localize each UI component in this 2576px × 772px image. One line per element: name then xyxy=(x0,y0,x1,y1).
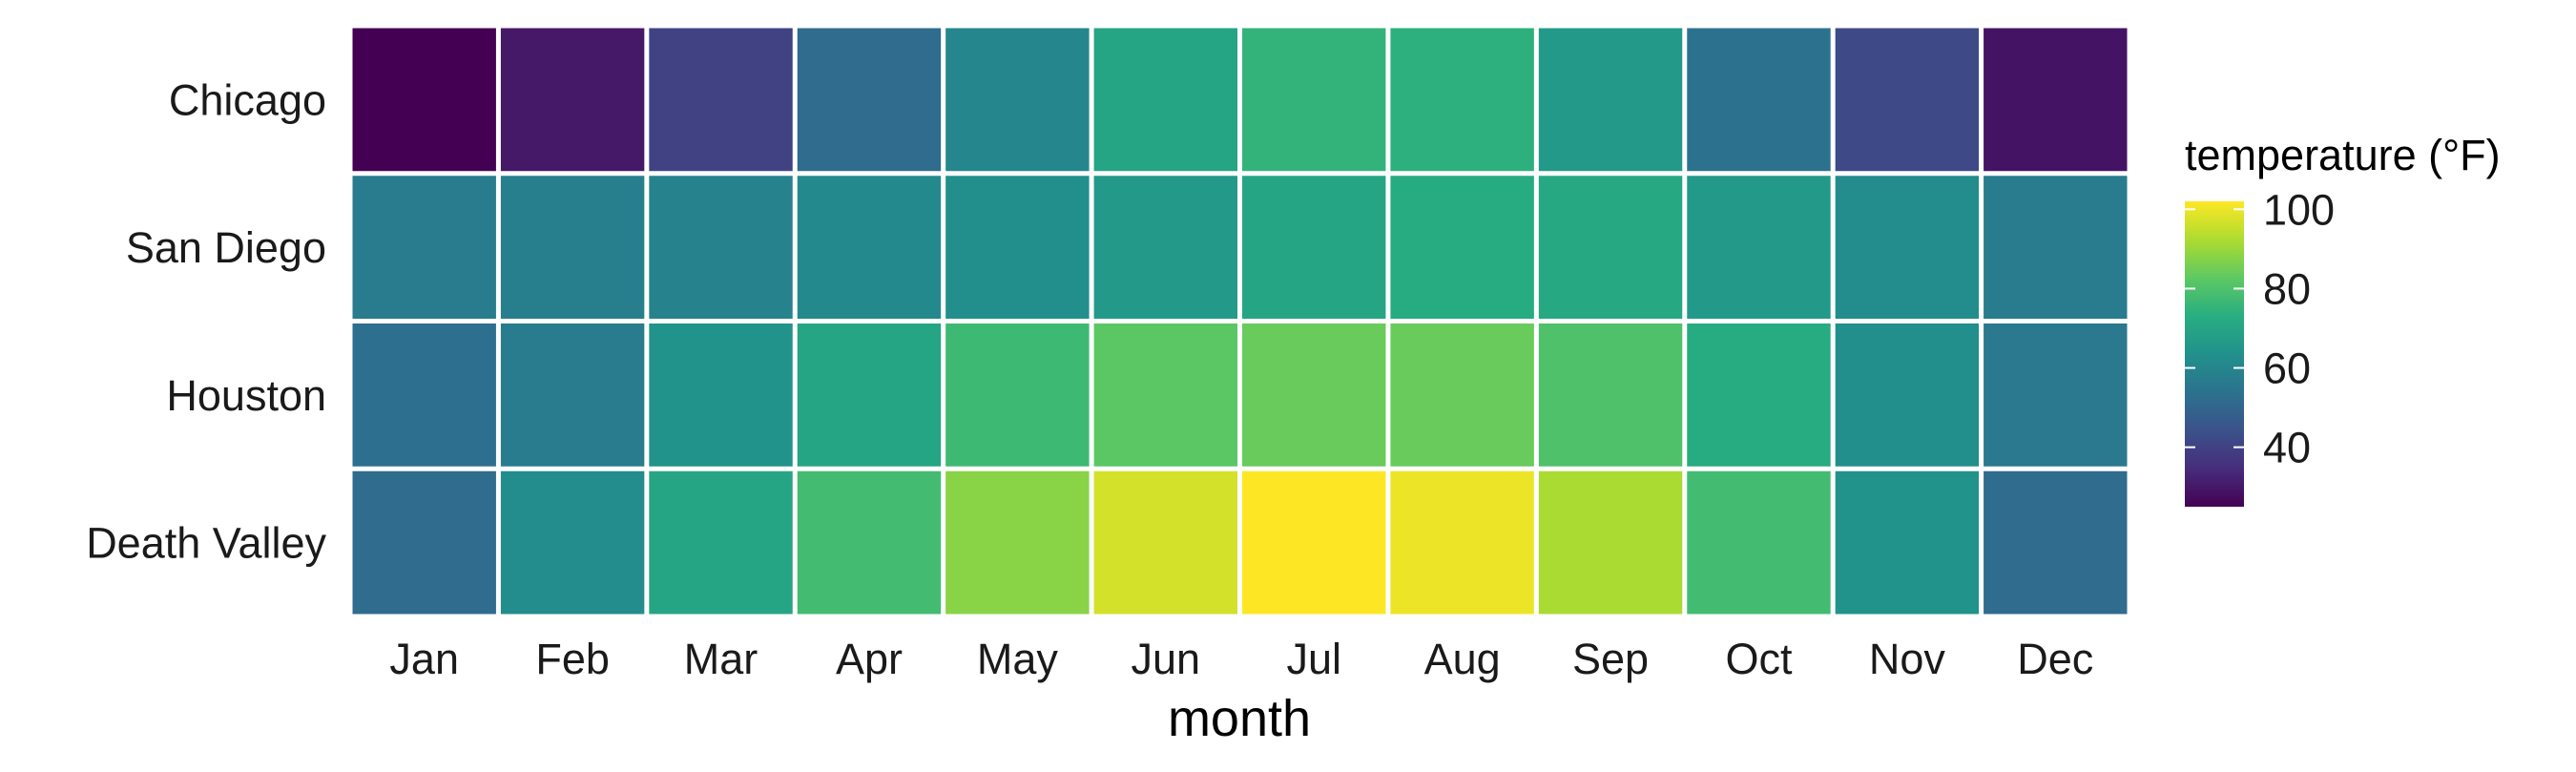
x-tick-label: Jun xyxy=(1132,635,1201,683)
heatmap-cell xyxy=(1984,470,2128,615)
heatmap-cell xyxy=(1538,323,1683,467)
heatmap-cell xyxy=(649,470,793,615)
heatmap-cell xyxy=(1687,28,1831,172)
heatmap-cell xyxy=(649,176,793,319)
heatmap-cell xyxy=(1538,28,1683,172)
heatmap-cell xyxy=(945,176,1090,319)
legend-tick-label: 100 xyxy=(2263,185,2335,234)
heatmap-cell xyxy=(797,470,942,615)
heatmap-cell xyxy=(945,28,1090,172)
y-tick-label: Death Valley xyxy=(86,519,326,568)
heatmap-cell xyxy=(1093,176,1237,319)
heatmap-cell xyxy=(1687,176,1831,319)
heatmap-cell xyxy=(1835,323,1980,467)
heatmap-cell xyxy=(500,176,645,319)
legend-tick-label: 40 xyxy=(2263,424,2311,472)
heatmap-cell xyxy=(1538,176,1683,319)
y-tick-label: San Diego xyxy=(126,223,326,272)
heatmap-cell xyxy=(649,28,793,172)
color-legend: temperature (°F) 40 60 80 100 xyxy=(2185,131,2501,507)
heatmap-cell xyxy=(1687,323,1831,467)
heatmap-cell xyxy=(1390,323,1534,467)
y-axis-labels: Chicago San Diego Houston Death Valley xyxy=(86,75,326,567)
heatmap-cell xyxy=(1093,323,1237,467)
x-axis-title: month xyxy=(1168,690,1311,747)
heatmap-cell xyxy=(945,323,1090,467)
x-tick-label: Feb xyxy=(535,635,610,683)
y-tick-label: Houston xyxy=(166,371,326,420)
heatmap-cell xyxy=(500,28,645,172)
heatmap-cell xyxy=(1835,176,1980,319)
heatmap-cell xyxy=(1093,28,1237,172)
legend-tick-label: 60 xyxy=(2263,344,2311,393)
heatmap-cell xyxy=(1984,323,2128,467)
heatmap-cell xyxy=(1242,470,1386,615)
x-tick-label: Oct xyxy=(1725,635,1793,683)
x-tick-label: May xyxy=(977,635,1059,683)
x-tick-label: Aug xyxy=(1424,635,1501,683)
heatmap-cell xyxy=(1984,176,2128,319)
heatmap-cell xyxy=(797,28,942,172)
x-tick-label: Jan xyxy=(389,635,459,683)
legend-tick-label: 80 xyxy=(2263,264,2311,313)
x-tick-label: Dec xyxy=(2017,635,2093,683)
heatmap-cell xyxy=(1242,28,1386,172)
heatmap-cell xyxy=(797,323,942,467)
heatmap-cell xyxy=(1093,470,1237,615)
heatmap-cell xyxy=(352,470,496,615)
x-axis-labels: Jan Feb Mar Apr May Jun Jul Aug Sep Oct Nov Dec xyxy=(389,635,2093,683)
x-tick-label: Jul xyxy=(1286,635,1341,683)
heatmap-cell xyxy=(1390,28,1534,172)
legend-ticks: 40 60 80 100 xyxy=(2185,185,2335,472)
heatmap-cell xyxy=(1390,470,1534,615)
heatmap-cell xyxy=(1242,176,1386,319)
heatmap-cell xyxy=(649,323,793,467)
heatmap-cell xyxy=(352,28,496,172)
heatmap-cell xyxy=(945,470,1090,615)
heatmap-cell xyxy=(1242,323,1386,467)
heatmap-cell xyxy=(1538,470,1683,615)
heatmap-cell xyxy=(352,176,496,319)
heatmap-cell xyxy=(500,323,645,467)
legend-title: temperature (°F) xyxy=(2185,131,2501,179)
heatmap-cell xyxy=(1687,470,1831,615)
heatmap-cell xyxy=(500,470,645,615)
y-tick-label: Chicago xyxy=(169,75,326,124)
heatmap-cell xyxy=(1835,470,1980,615)
heatmap-cell xyxy=(1835,28,1980,172)
x-tick-label: Sep xyxy=(1572,635,1649,683)
x-tick-label: Nov xyxy=(1869,635,1946,683)
heatmap-cell xyxy=(1984,28,2128,172)
heatmap-cell xyxy=(352,323,496,467)
heatmap-cell xyxy=(797,176,942,319)
heatmap-cells xyxy=(352,28,2128,615)
x-tick-label: Mar xyxy=(684,635,758,683)
legend-colorbar xyxy=(2185,201,2244,507)
x-tick-label: Apr xyxy=(836,635,903,683)
heatmap-cell xyxy=(1390,176,1534,319)
